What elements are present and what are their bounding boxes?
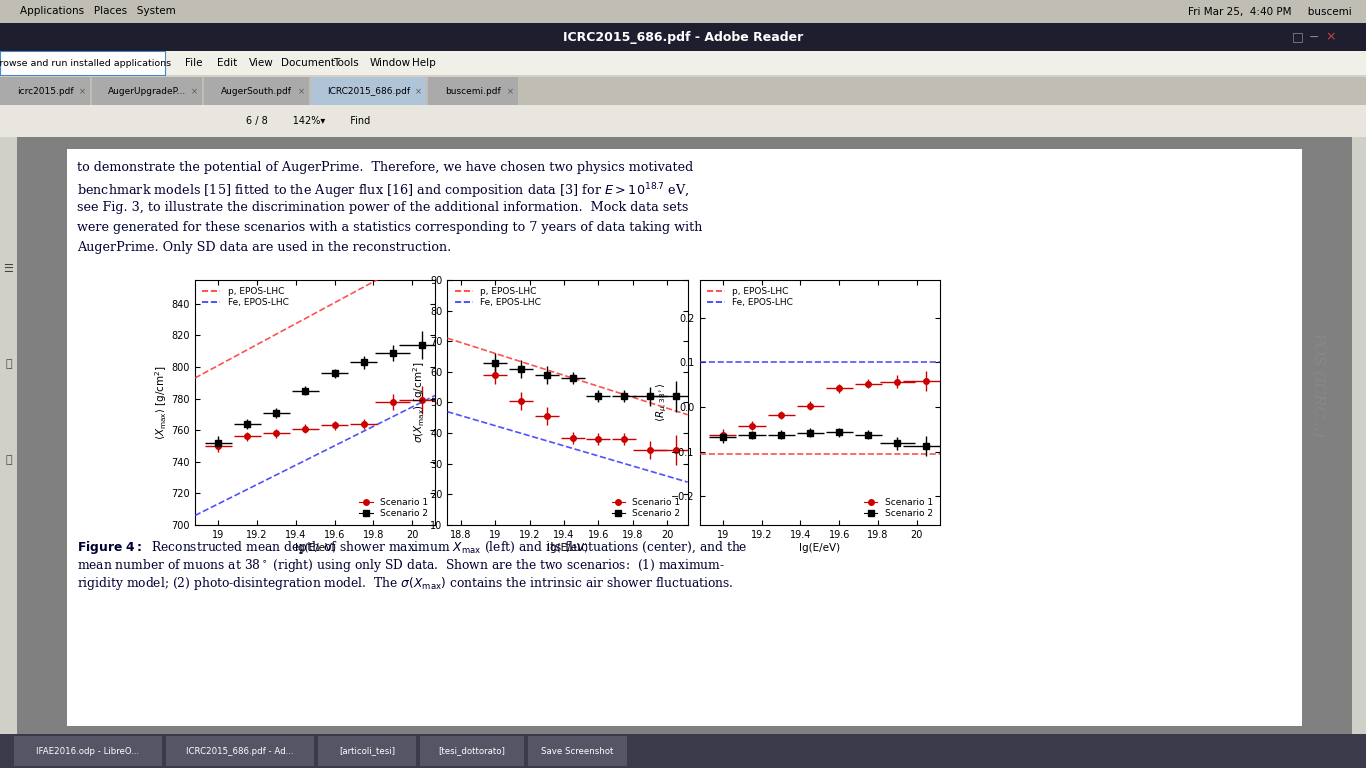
Text: Document: Document xyxy=(281,58,335,68)
Text: icrc2015.pdf: icrc2015.pdf xyxy=(16,87,74,96)
Y-axis label: $\langle R_{\mu,38^\circ}\rangle$: $\langle R_{\mu,38^\circ}\rangle$ xyxy=(654,382,668,422)
Text: Window: Window xyxy=(370,58,411,68)
Text: were generated for these scenarios with a statistics corresponding to 7 years of: were generated for these scenarios with … xyxy=(76,221,702,234)
X-axis label: lg(E/eV): lg(E/eV) xyxy=(295,543,336,553)
Text: □: □ xyxy=(1292,31,1303,44)
Text: Fri Mar 25,  4:40 PM     buscemi: Fri Mar 25, 4:40 PM buscemi xyxy=(1188,6,1352,16)
Text: Browse and run installed applications: Browse and run installed applications xyxy=(0,58,172,68)
Text: [articoli_tesi]: [articoli_tesi] xyxy=(339,746,395,756)
Text: POS (ICRC...): POS (ICRC...) xyxy=(1311,332,1325,436)
Text: ICRC2015_686.pdf: ICRC2015_686.pdf xyxy=(326,87,410,96)
Text: ×: × xyxy=(78,87,86,96)
Text: File: File xyxy=(184,58,202,68)
Text: ×: × xyxy=(1325,31,1336,44)
Legend: Scenario 1, Scenario 2: Scenario 1, Scenario 2 xyxy=(861,495,936,521)
Text: −: − xyxy=(1309,31,1320,44)
Text: ×: × xyxy=(507,87,514,96)
Text: see Fig. 3, to illustrate the discrimination power of the additional information: see Fig. 3, to illustrate the discrimina… xyxy=(76,201,688,214)
Text: View: View xyxy=(249,58,273,68)
Text: ICRC2015_686.pdf - Ad...: ICRC2015_686.pdf - Ad... xyxy=(186,746,294,756)
Text: AugerSouth.pdf: AugerSouth.pdf xyxy=(221,87,292,96)
Text: to demonstrate the potential of AugerPrime.  Therefore, we have chosen two physi: to demonstrate the potential of AugerPri… xyxy=(76,161,694,174)
Text: AugerPrime. Only SD data are used in the reconstruction.: AugerPrime. Only SD data are used in the… xyxy=(76,241,451,254)
Text: ☰: ☰ xyxy=(4,263,14,273)
Text: ×: × xyxy=(298,87,305,96)
Text: buscemi.pdf: buscemi.pdf xyxy=(445,87,501,96)
Text: AugerUpgradeP...: AugerUpgradeP... xyxy=(108,87,186,96)
Text: ×: × xyxy=(190,87,198,96)
Text: rigidity model; (2) photo-disintegration model.  The $\sigma(X_\mathrm{max})$ co: rigidity model; (2) photo-disintegration… xyxy=(76,575,734,592)
Y-axis label: $\langle X_\mathrm{max}\rangle$ [g/cm$^2$]: $\langle X_\mathrm{max}\rangle$ [g/cm$^2… xyxy=(153,365,169,440)
X-axis label: lg(E/eV): lg(E/eV) xyxy=(546,543,587,553)
Text: 💬: 💬 xyxy=(5,359,12,369)
Y-axis label: $\sigma(X_\mathrm{max})$ [g/cm$^2$]: $\sigma(X_\mathrm{max})$ [g/cm$^2$] xyxy=(411,362,428,443)
Legend: Scenario 1, Scenario 2: Scenario 1, Scenario 2 xyxy=(609,495,683,521)
Text: Edit: Edit xyxy=(217,58,238,68)
Text: IFAE2016.odp - LibreO...: IFAE2016.odp - LibreO... xyxy=(36,746,139,756)
Text: benchmark models [15] fitted to the Auger flux [16] and composition data [3] for: benchmark models [15] fitted to the Auge… xyxy=(76,181,690,201)
Text: Save Screenshot: Save Screenshot xyxy=(541,746,613,756)
Text: mean number of muons at 38$^\circ$ (right) using only SD data.  Shown are the tw: mean number of muons at 38$^\circ$ (righ… xyxy=(76,557,725,574)
Legend: Scenario 1, Scenario 2: Scenario 1, Scenario 2 xyxy=(357,495,430,521)
X-axis label: lg(E/eV): lg(E/eV) xyxy=(799,543,840,553)
Text: [tesi_dottorato]: [tesi_dottorato] xyxy=(438,746,505,756)
Text: Applications   Places   System: Applications Places System xyxy=(20,6,176,16)
Text: Help: Help xyxy=(413,58,436,68)
Text: $\mathbf{Figure\ 4:}$  Reconstructed mean depth of shower maximum $X_\mathrm{max: $\mathbf{Figure\ 4:}$ Reconstructed mean… xyxy=(76,539,747,556)
Text: ×: × xyxy=(414,87,422,96)
Text: Tools: Tools xyxy=(333,58,359,68)
Text: 6 / 8        142%▾        Find: 6 / 8 142%▾ Find xyxy=(246,117,370,127)
Text: ICRC2015_686.pdf - Adobe Reader: ICRC2015_686.pdf - Adobe Reader xyxy=(563,31,803,44)
Text: 📎: 📎 xyxy=(5,455,12,465)
